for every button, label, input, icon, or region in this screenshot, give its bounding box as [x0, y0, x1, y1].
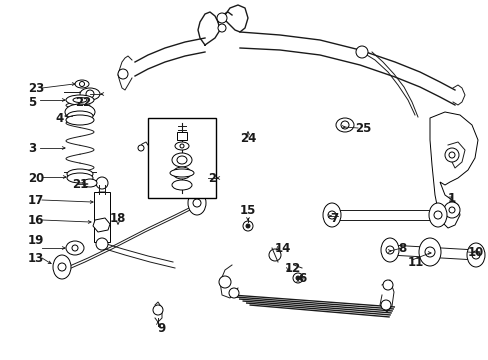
Text: 6: 6	[297, 271, 305, 284]
Circle shape	[380, 300, 390, 310]
Circle shape	[218, 24, 225, 32]
Text: 15: 15	[239, 203, 256, 216]
Circle shape	[433, 211, 441, 219]
Text: 11: 11	[407, 256, 424, 269]
Text: 3: 3	[28, 141, 36, 154]
Circle shape	[448, 152, 454, 158]
Ellipse shape	[172, 180, 192, 190]
Circle shape	[355, 46, 367, 58]
Text: 9: 9	[158, 321, 166, 334]
Polygon shape	[93, 218, 110, 232]
Text: 1: 1	[447, 192, 455, 204]
Ellipse shape	[53, 255, 71, 279]
Circle shape	[228, 288, 239, 298]
Circle shape	[327, 211, 335, 219]
Circle shape	[382, 280, 392, 290]
Circle shape	[80, 81, 84, 86]
Circle shape	[96, 177, 108, 189]
Circle shape	[138, 145, 143, 151]
Circle shape	[245, 224, 249, 228]
Text: 18: 18	[110, 211, 126, 225]
Ellipse shape	[66, 241, 84, 255]
Ellipse shape	[173, 167, 191, 179]
Text: 2: 2	[207, 171, 216, 184]
Ellipse shape	[66, 115, 94, 125]
Circle shape	[58, 263, 66, 271]
Text: 23: 23	[28, 81, 44, 94]
Ellipse shape	[177, 156, 186, 164]
Text: 5: 5	[28, 95, 36, 108]
Circle shape	[96, 238, 108, 250]
Text: 7: 7	[329, 211, 337, 225]
Circle shape	[72, 245, 78, 251]
Circle shape	[243, 221, 252, 231]
Ellipse shape	[335, 118, 353, 132]
Text: 13: 13	[28, 252, 44, 265]
Circle shape	[424, 247, 434, 257]
Ellipse shape	[323, 203, 340, 227]
Circle shape	[443, 202, 459, 218]
Text: 19: 19	[28, 234, 44, 247]
Ellipse shape	[175, 142, 189, 150]
Circle shape	[219, 276, 230, 288]
Text: 10: 10	[467, 246, 483, 258]
Text: 17: 17	[28, 194, 44, 207]
Ellipse shape	[75, 80, 89, 88]
Circle shape	[340, 121, 348, 129]
Ellipse shape	[67, 111, 93, 121]
Circle shape	[268, 249, 281, 261]
Text: 4: 4	[55, 112, 63, 125]
Circle shape	[448, 207, 454, 213]
Bar	[148, 118, 216, 198]
Ellipse shape	[80, 88, 100, 100]
Text: 12: 12	[285, 261, 301, 274]
Bar	[94, 192, 110, 242]
Ellipse shape	[67, 173, 93, 183]
Text: 14: 14	[274, 242, 291, 255]
Circle shape	[385, 246, 393, 254]
Circle shape	[217, 13, 226, 23]
Ellipse shape	[380, 238, 398, 262]
Circle shape	[193, 199, 201, 207]
Circle shape	[471, 251, 479, 259]
Ellipse shape	[73, 98, 87, 103]
Ellipse shape	[170, 169, 194, 177]
Text: 20: 20	[28, 171, 44, 184]
Circle shape	[295, 276, 299, 280]
Text: 21: 21	[72, 179, 88, 192]
Bar	[177, 132, 186, 140]
Ellipse shape	[187, 191, 205, 215]
Text: 24: 24	[239, 131, 256, 144]
Ellipse shape	[466, 243, 484, 267]
Text: 25: 25	[354, 122, 370, 135]
Ellipse shape	[66, 95, 94, 105]
Circle shape	[180, 144, 183, 148]
Circle shape	[118, 69, 128, 79]
Text: 16: 16	[28, 213, 44, 226]
Ellipse shape	[172, 153, 192, 167]
Ellipse shape	[67, 169, 93, 179]
Text: 22: 22	[75, 95, 91, 108]
Circle shape	[153, 305, 163, 315]
Circle shape	[444, 148, 458, 162]
Text: 8: 8	[397, 242, 406, 255]
Ellipse shape	[418, 238, 440, 266]
Ellipse shape	[65, 104, 95, 120]
Circle shape	[86, 90, 94, 98]
Ellipse shape	[428, 203, 446, 227]
Circle shape	[292, 273, 303, 283]
Ellipse shape	[83, 179, 97, 187]
Polygon shape	[429, 112, 477, 228]
